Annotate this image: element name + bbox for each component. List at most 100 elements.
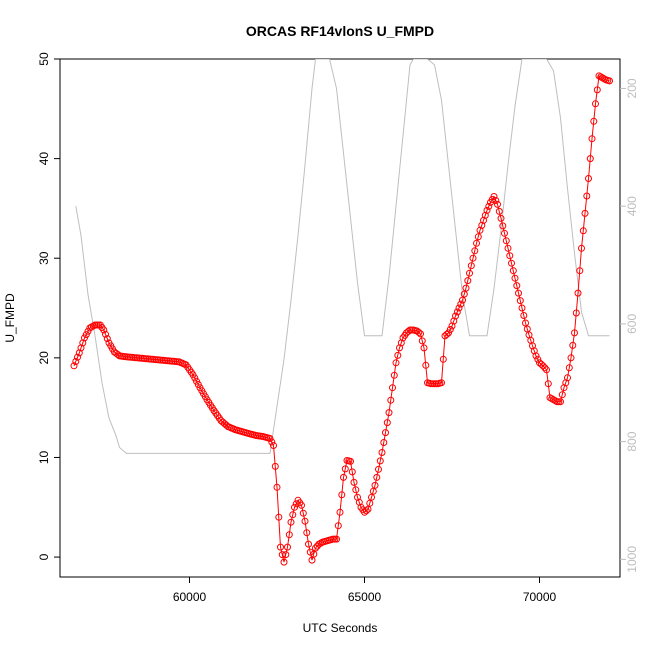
data-point xyxy=(469,254,477,262)
data-point xyxy=(394,351,402,359)
data-point xyxy=(341,465,349,473)
data-point xyxy=(548,395,556,403)
data-point xyxy=(499,222,507,230)
data-point xyxy=(338,491,346,499)
data-point xyxy=(347,457,354,465)
data-point xyxy=(592,100,599,108)
data-point xyxy=(348,468,356,476)
data-point xyxy=(415,328,423,336)
data-point xyxy=(446,326,454,333)
data-point xyxy=(572,309,580,317)
data-point xyxy=(571,329,578,337)
series-layer xyxy=(70,59,613,566)
chart-title: ORCAS RF14vlonS U_FMPD xyxy=(246,23,434,39)
data-point xyxy=(467,262,475,270)
data-point xyxy=(462,284,470,292)
data-point xyxy=(585,175,592,182)
data-point xyxy=(518,304,526,312)
data-point xyxy=(291,503,298,511)
left-axis: 0 10 20 30 40 50 xyxy=(37,52,60,560)
secondary-series-line xyxy=(75,59,610,454)
data-point xyxy=(278,551,286,559)
data-point xyxy=(530,347,538,355)
data-point xyxy=(397,339,405,347)
data-point xyxy=(490,193,498,200)
data-point xyxy=(445,329,452,337)
data-point xyxy=(539,362,547,370)
data-point xyxy=(289,511,297,519)
right-axis: 200 400 600 800 1000 xyxy=(620,78,639,573)
data-point xyxy=(266,435,274,442)
data-point xyxy=(222,421,230,429)
data-point xyxy=(375,465,382,473)
data-point xyxy=(103,335,111,343)
y-axis-label: U_FMPD xyxy=(3,293,17,343)
data-point xyxy=(588,135,596,143)
data-point xyxy=(284,543,291,551)
data-point xyxy=(576,267,584,275)
data-point xyxy=(81,334,88,342)
data-point xyxy=(537,360,545,368)
data-point xyxy=(89,322,97,330)
data-point xyxy=(481,211,489,219)
data-point xyxy=(593,86,601,94)
data-point xyxy=(583,192,591,200)
data-point xyxy=(564,374,571,382)
data-point xyxy=(457,300,465,308)
data-point xyxy=(268,438,276,446)
data-point xyxy=(84,327,92,335)
data-point xyxy=(70,362,78,370)
y2-tick-label-400: 400 xyxy=(625,196,639,216)
data-point xyxy=(606,77,613,85)
data-point xyxy=(515,289,522,297)
data-point xyxy=(270,442,277,449)
data-point xyxy=(378,449,386,456)
data-point xyxy=(282,551,290,559)
data-point xyxy=(390,371,398,379)
data-point xyxy=(333,535,340,543)
y2-tick-label-800: 800 xyxy=(625,431,639,451)
data-point xyxy=(586,155,594,163)
data-point xyxy=(275,513,283,521)
data-point xyxy=(504,244,512,252)
data-point xyxy=(86,324,94,332)
data-point xyxy=(560,384,568,392)
data-point xyxy=(404,327,412,335)
data-point xyxy=(464,277,472,285)
data-point xyxy=(362,507,370,515)
data-point xyxy=(336,508,344,516)
data-point xyxy=(301,517,309,525)
data-point xyxy=(478,221,486,229)
primary-series-line xyxy=(73,75,610,563)
data-point xyxy=(567,354,575,362)
data-point xyxy=(483,206,491,214)
data-point xyxy=(509,267,517,275)
data-point xyxy=(581,209,589,217)
bottom-axis: 60000 65000 70000 xyxy=(173,577,557,604)
data-point xyxy=(350,478,358,486)
data-point xyxy=(450,317,458,325)
data-point xyxy=(551,397,559,405)
data-point xyxy=(371,481,379,489)
data-point xyxy=(438,379,445,387)
data-point xyxy=(373,473,381,481)
data-point xyxy=(495,207,503,215)
data-point xyxy=(355,498,363,506)
data-point xyxy=(385,409,393,417)
x-tick-label-65000: 65000 xyxy=(348,590,382,604)
data-point xyxy=(191,374,199,382)
data-point xyxy=(352,486,360,494)
data-point xyxy=(544,380,552,388)
data-point xyxy=(579,227,587,235)
data-point xyxy=(392,359,400,367)
data-point xyxy=(102,330,109,338)
data-point xyxy=(476,226,484,234)
y2-tick-label-600: 600 xyxy=(625,314,639,334)
data-point xyxy=(306,548,314,556)
data-point xyxy=(558,391,566,399)
y-tick-label-50: 50 xyxy=(37,52,51,66)
data-point xyxy=(74,353,81,361)
data-point xyxy=(543,366,550,374)
data-point xyxy=(389,384,396,392)
data-point xyxy=(280,558,288,566)
